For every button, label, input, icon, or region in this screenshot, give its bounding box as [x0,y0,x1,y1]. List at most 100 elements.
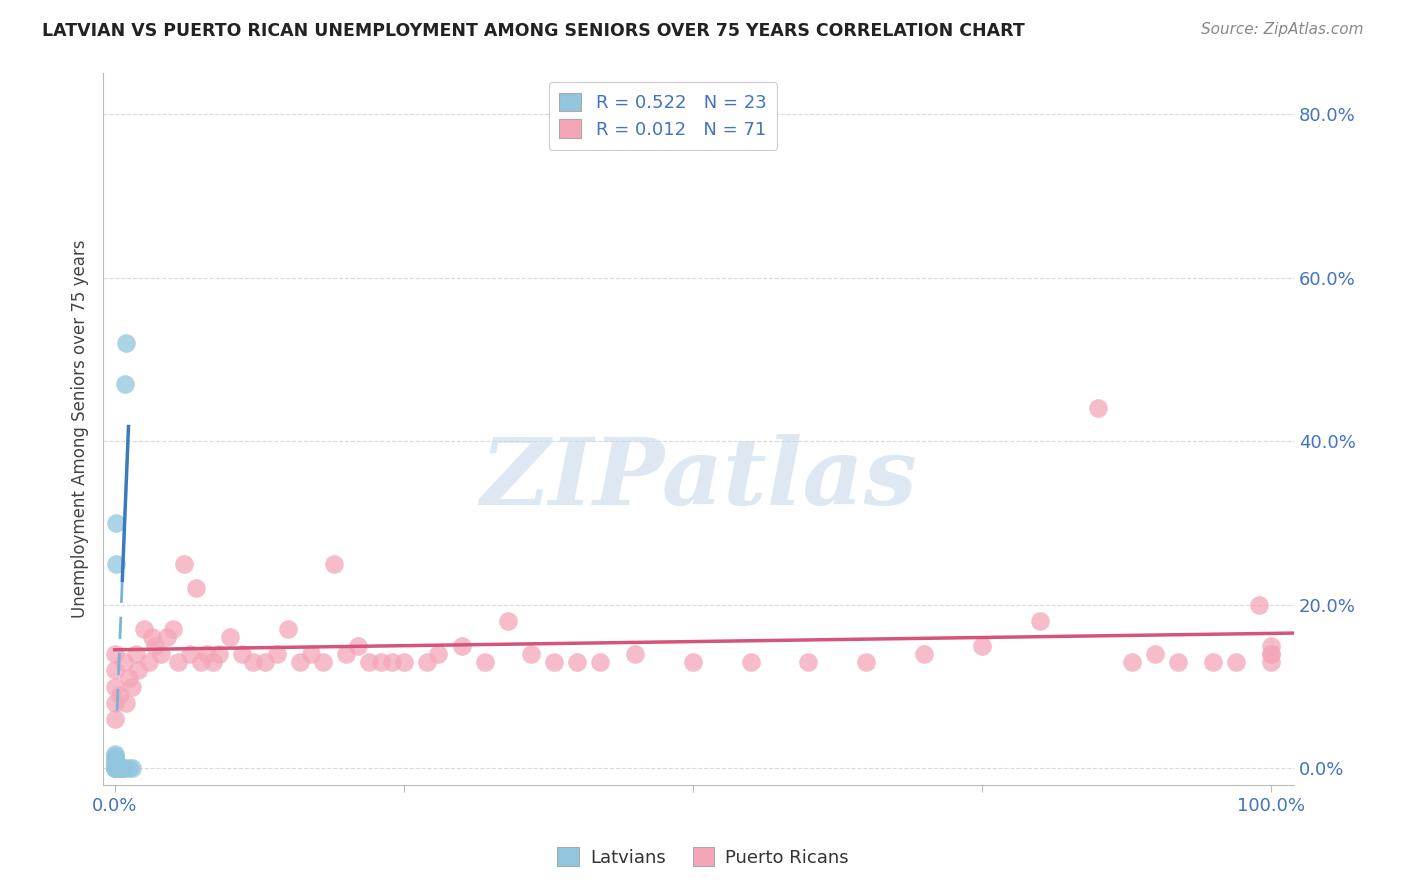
Point [1260,639,1282,653]
Point [299,647,322,661]
Point [115,335,138,350]
Point [335,647,357,661]
Point [104,761,127,775]
Point [855,655,877,669]
Point [1028,614,1050,628]
Legend: R = 0.522   N = 23, R = 0.012   N = 71: R = 0.522 N = 23, R = 0.012 N = 71 [548,82,778,150]
Point [110,688,132,702]
Point [104,756,127,770]
Point [124,647,146,661]
Point [208,647,231,661]
Point [219,631,242,645]
Point [104,749,127,764]
Point [111,761,134,775]
Point [312,655,335,669]
Point [156,631,179,645]
Point [173,557,195,571]
Point [117,761,139,775]
Point [121,761,143,775]
Point [105,761,128,775]
Point [104,516,127,530]
Point [132,623,155,637]
Point [277,623,299,637]
Point [143,639,166,653]
Point [104,647,127,661]
Point [108,761,131,775]
Point [104,751,127,765]
Point [392,655,415,669]
Point [149,647,172,661]
Point [138,655,160,669]
Point [624,647,647,661]
Point [112,655,135,669]
Point [381,655,404,669]
Point [543,655,565,669]
Point [104,712,127,726]
Text: Source: ZipAtlas.com: Source: ZipAtlas.com [1201,22,1364,37]
Point [112,761,135,775]
Point [104,680,127,694]
Point [1249,598,1271,612]
Point [141,631,163,645]
Point [266,647,288,661]
Point [359,655,381,669]
Point [127,663,149,677]
Point [1225,655,1247,669]
Point [740,655,762,669]
Point [179,647,201,661]
Point [682,655,704,669]
Text: LATVIAN VS PUERTO RICAN UNEMPLOYMENT AMONG SENIORS OVER 75 YEARS CORRELATION CHA: LATVIAN VS PUERTO RICAN UNEMPLOYMENT AMO… [42,22,1025,40]
Text: ZIPatlas: ZIPatlas [479,434,917,524]
Point [104,557,127,571]
Point [450,639,472,653]
Point [253,655,276,669]
Point [104,761,127,775]
Point [1260,655,1282,669]
Point [104,747,127,761]
Point [111,761,134,775]
Legend: Latvians, Puerto Ricans: Latvians, Puerto Ricans [550,840,856,874]
Point [190,655,212,669]
Point [416,655,439,669]
Point [970,639,993,653]
Point [110,761,132,775]
Point [427,647,450,661]
Point [1121,655,1143,669]
Point [121,680,143,694]
Point [104,753,127,767]
Point [167,655,190,669]
Point [370,655,392,669]
Point [1260,647,1282,661]
Point [323,557,346,571]
Point [107,761,129,775]
Point [114,376,136,391]
Point [346,639,368,653]
Point [117,672,139,686]
Point [474,655,496,669]
Point [1144,647,1167,661]
Point [1087,401,1109,416]
Point [104,761,127,775]
Point [1260,647,1282,661]
Point [231,647,253,661]
Point [1202,655,1225,669]
Point [589,655,612,669]
Point [912,647,935,661]
Point [115,696,138,710]
Point [201,655,224,669]
Point [104,761,127,775]
Point [797,655,820,669]
Point [496,614,519,628]
Point [184,582,207,596]
Point [104,696,127,710]
Point [288,655,311,669]
Point [162,623,184,637]
Point [1167,655,1189,669]
Point [242,655,264,669]
Point [104,757,127,772]
Point [195,647,218,661]
Y-axis label: Unemployment Among Seniors over 75 years: Unemployment Among Seniors over 75 years [72,240,89,618]
Point [567,655,589,669]
Point [104,663,127,677]
Point [520,647,543,661]
